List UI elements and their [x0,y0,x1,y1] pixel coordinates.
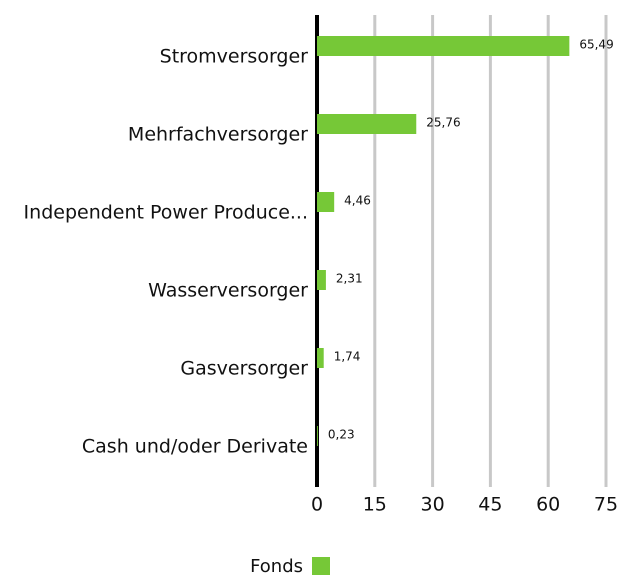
category-label: Stromversorger [160,46,309,68]
x-tick-label: 30 [421,494,445,516]
value-label: 25,76 [426,116,460,130]
bar [317,192,335,212]
value-label: 2,31 [336,272,363,286]
x-tick-label: 45 [478,494,502,516]
category-label: Wasserversorger [148,280,308,302]
category-label: Independent Power Produce... [24,202,308,224]
legend-label: Fonds [250,556,303,576]
bar [317,348,324,368]
value-label: 4,46 [344,194,371,208]
x-tick-label: 15 [363,494,387,516]
bar [317,114,417,134]
x-tick-label: 60 [536,494,560,516]
category-label: Gasversorger [180,358,308,380]
category-label: Mehrfachversorger [128,124,308,146]
value-label: 0,23 [328,428,355,442]
value-label: 65,49 [579,38,613,52]
bar [317,270,326,290]
x-tick-label: 75 [594,494,618,516]
category-label: Cash und/oder Derivate [82,436,308,458]
legend-swatch [312,557,330,575]
x-tick-label: 0 [311,494,323,516]
value-label: 1,74 [334,350,361,364]
bar [317,426,318,446]
bar [317,36,570,56]
